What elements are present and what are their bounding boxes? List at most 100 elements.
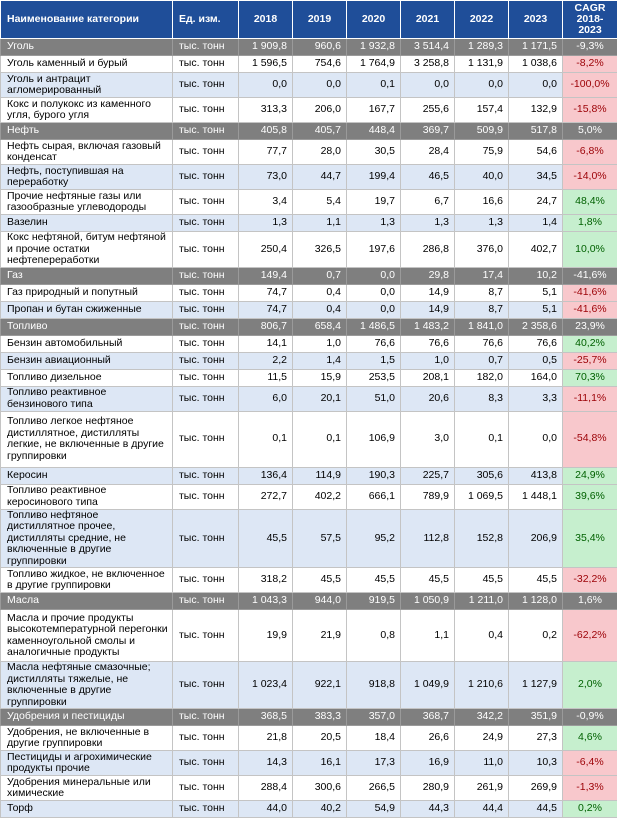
value-cell: 44,3: [400, 800, 455, 818]
value-cell: 34,5: [508, 164, 563, 190]
value-cell: 45,5: [400, 567, 455, 593]
value-cell: 313,3: [238, 97, 293, 123]
value-cell: 17,3: [346, 750, 401, 776]
value-cell: 369,7: [400, 122, 455, 140]
value-cell: 136,4: [238, 466, 293, 485]
value-cell: 152,8: [454, 508, 509, 568]
value-cell: 1 596,5: [238, 55, 293, 73]
value-cell: 0,0: [346, 283, 401, 302]
value-cell: 0,1: [346, 72, 401, 98]
value-cell: 326,5: [292, 231, 347, 268]
value-cell: 3,4: [238, 189, 293, 215]
unit-cell: тыс. тонн: [172, 508, 239, 568]
value-cell: 199,4: [346, 164, 401, 190]
unit-cell: тыс. тонн: [172, 283, 239, 302]
value-cell: 413,8: [508, 466, 563, 485]
value-cell: 40,2: [292, 800, 347, 818]
value-cell: 1 131,9: [454, 55, 509, 73]
unit-cell: тыс. тонн: [172, 334, 239, 353]
unit-cell: тыс. тонн: [172, 609, 239, 662]
value-cell: 0,7: [454, 351, 509, 370]
unit-cell: тыс. тонн: [172, 725, 239, 751]
unit-cell: тыс. тонн: [172, 214, 239, 232]
value-cell: 14,9: [400, 283, 455, 302]
table-row: Уголь и антрацит агломерированный тыс. то…: [0, 72, 617, 98]
value-cell: 666,1: [346, 483, 401, 510]
value-cell: 21,9: [292, 609, 347, 662]
value-cell: 51,0: [346, 385, 401, 412]
product-name: Топливо жидкое, не включенное в другие г…: [0, 567, 173, 593]
product-name: Масла нефтяные смазочные; дистилляты тяж…: [0, 661, 173, 709]
value-cell: 1,3: [238, 214, 293, 232]
value-cell: 45,5: [238, 508, 293, 568]
value-cell: 1 289,3: [454, 38, 509, 56]
unit-cell: тыс. тонн: [172, 385, 239, 412]
product-name: Керосин: [0, 466, 173, 485]
unit-cell: тыс. тонн: [172, 139, 239, 165]
category-row: Масла тыс. тонн 1 043,3 944,0 919,5 1 050,9 1 …: [0, 592, 617, 610]
value-cell: 0,7: [292, 266, 347, 285]
value-cell: 16,1: [292, 750, 347, 776]
value-cell: 368,5: [238, 708, 293, 726]
product-name: Газ природный и попутный: [0, 283, 173, 302]
value-cell: 517,8: [508, 122, 563, 140]
value-cell: 24,9: [454, 725, 509, 751]
cagr-cell: 23,9%: [562, 317, 617, 336]
value-cell: 1 038,6: [508, 55, 563, 73]
value-cell: 8,3: [454, 385, 509, 412]
value-cell: 26,6: [400, 725, 455, 751]
header-cagr: CAGR 2018-2023: [562, 0, 617, 39]
header-year: 2023: [508, 0, 563, 39]
unit-cell: тыс. тонн: [172, 466, 239, 485]
value-cell: 157,4: [454, 97, 509, 123]
cagr-cell: 48,4%: [562, 189, 617, 215]
table-row: Масла нефтяные смазочные; дистилляты тяж…: [0, 661, 617, 709]
value-cell: 0,0: [292, 72, 347, 98]
unit-cell: тыс. тонн: [172, 38, 239, 56]
value-cell: 46,5: [400, 164, 455, 190]
cagr-cell: 70,3%: [562, 368, 617, 387]
value-cell: 44,5: [508, 800, 563, 818]
value-cell: 0,0: [454, 72, 509, 98]
table-row: Пропан и бутан сжиженные тыс. тонн 74,7 0,4…: [0, 300, 617, 319]
cagr-cell: -54,8%: [562, 410, 617, 468]
value-cell: 376,0: [454, 231, 509, 268]
table-row: Удобрения минеральные или химические тыс.…: [0, 775, 617, 801]
value-cell: 2 358,6: [508, 317, 563, 336]
table-row: Нефть, поступившая на переработку тыс. то…: [0, 164, 617, 190]
unit-cell: тыс. тонн: [172, 567, 239, 593]
cagr-cell: 10,0%: [562, 231, 617, 268]
cagr-cell: -32,2%: [562, 567, 617, 593]
cagr-cell: -0,9%: [562, 708, 617, 726]
product-name: Вазелин: [0, 214, 173, 232]
unit-cell: тыс. тонн: [172, 661, 239, 709]
value-cell: 20,6: [400, 385, 455, 412]
value-cell: 0,1: [292, 410, 347, 468]
value-cell: 44,4: [454, 800, 509, 818]
product-name: Топливо нефтяное дистиллятное прочее, ди…: [0, 508, 173, 568]
value-cell: 351,9: [508, 708, 563, 726]
product-name: Уголь и антрацит агломерированный: [0, 72, 173, 98]
product-name: Пестициды и агрохимические продукты проч…: [0, 750, 173, 776]
value-cell: 509,9: [454, 122, 509, 140]
cagr-cell: 5,0%: [562, 122, 617, 140]
cagr-cell: 39,6%: [562, 483, 617, 510]
value-cell: 383,3: [292, 708, 347, 726]
value-cell: 3,0: [400, 410, 455, 468]
category-name: Газ: [0, 266, 173, 285]
value-cell: 266,5: [346, 775, 401, 801]
value-cell: 1,1: [400, 609, 455, 662]
value-cell: 132,9: [508, 97, 563, 123]
cagr-cell: -25,7%: [562, 351, 617, 370]
value-cell: 280,9: [400, 775, 455, 801]
value-cell: 919,5: [346, 592, 401, 610]
cagr-cell: 40,2%: [562, 334, 617, 353]
product-name: Топливо реактивное керосинового типа: [0, 483, 173, 510]
value-cell: 754,6: [292, 55, 347, 73]
value-cell: 76,6: [346, 334, 401, 353]
product-name: Масла и прочие продукты высокотемператур…: [0, 609, 173, 662]
value-cell: 6,0: [238, 385, 293, 412]
cagr-cell: 1,6%: [562, 592, 617, 610]
value-cell: 658,4: [292, 317, 347, 336]
cagr-cell: 35,4%: [562, 508, 617, 568]
